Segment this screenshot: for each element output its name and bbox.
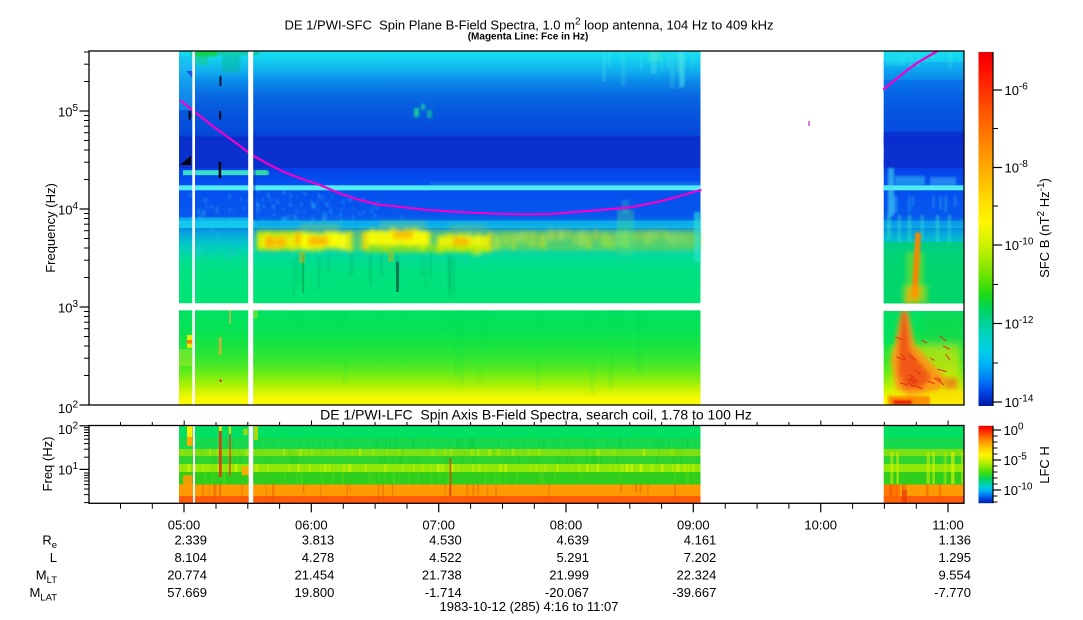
svg-text:9.554: 9.554 bbox=[938, 568, 971, 583]
svg-text:11:00: 11:00 bbox=[932, 518, 964, 533]
svg-text:8.104: 8.104 bbox=[174, 550, 207, 565]
svg-text:Freq (Hz): Freq (Hz) bbox=[40, 437, 55, 492]
svg-text:4.522: 4.522 bbox=[429, 550, 462, 565]
svg-text:-20.067: -20.067 bbox=[545, 585, 589, 600]
svg-text:20.774: 20.774 bbox=[167, 568, 207, 583]
svg-text:-39.667: -39.667 bbox=[672, 585, 716, 600]
svg-text:1.136: 1.136 bbox=[938, 533, 971, 548]
svg-text:5.291: 5.291 bbox=[556, 550, 589, 565]
svg-text:1983-10-12 (285) 4:16 to 11:07: 1983-10-12 (285) 4:16 to 11:07 bbox=[439, 599, 618, 614]
svg-text:06:00: 06:00 bbox=[295, 518, 328, 533]
svg-text:3.813: 3.813 bbox=[302, 533, 335, 548]
svg-text:09:00: 09:00 bbox=[677, 518, 710, 533]
svg-text:10:00: 10:00 bbox=[804, 518, 837, 533]
svg-text:22.324: 22.324 bbox=[677, 568, 717, 583]
svg-text:57.669: 57.669 bbox=[167, 585, 207, 600]
svg-text:07:00: 07:00 bbox=[422, 518, 455, 533]
svg-text:LFC H: LFC H bbox=[1037, 446, 1052, 484]
svg-text:2.339: 2.339 bbox=[174, 533, 207, 548]
svg-text:DE 1/PWI-LFC Spin Axis B-Fiel: DE 1/PWI-LFC Spin Axis B-Field Spectra, … bbox=[320, 407, 752, 423]
svg-text:4.278: 4.278 bbox=[302, 550, 335, 565]
svg-text:-7.770: -7.770 bbox=[934, 585, 971, 600]
svg-text:4.530: 4.530 bbox=[429, 533, 462, 548]
svg-text:4.161: 4.161 bbox=[684, 533, 717, 548]
svg-text:Frequency (Hz): Frequency (Hz) bbox=[43, 183, 58, 273]
svg-text:05:00: 05:00 bbox=[168, 518, 201, 533]
svg-text:-1.714: -1.714 bbox=[425, 585, 462, 600]
svg-text:L: L bbox=[50, 550, 57, 565]
svg-text:(Magenta Line: Fce in Hz): (Magenta Line: Fce in Hz) bbox=[468, 32, 589, 43]
svg-text:4.639: 4.639 bbox=[556, 533, 589, 548]
svg-text:7.202: 7.202 bbox=[684, 550, 717, 565]
svg-text:21.999: 21.999 bbox=[549, 568, 589, 583]
svg-text:SFC B (nT2 Hz-1): SFC B (nT2 Hz-1) bbox=[1036, 178, 1052, 278]
svg-text:21.738: 21.738 bbox=[422, 568, 462, 583]
svg-text:1.295: 1.295 bbox=[938, 550, 971, 565]
svg-text:08:00: 08:00 bbox=[550, 518, 583, 533]
svg-text:DE 1/PWI-SFC Spin Plane B-Fie: DE 1/PWI-SFC Spin Plane B-Field Spectra,… bbox=[285, 17, 774, 33]
svg-text:21.454: 21.454 bbox=[295, 568, 335, 583]
svg-text:19.800: 19.800 bbox=[295, 585, 335, 600]
